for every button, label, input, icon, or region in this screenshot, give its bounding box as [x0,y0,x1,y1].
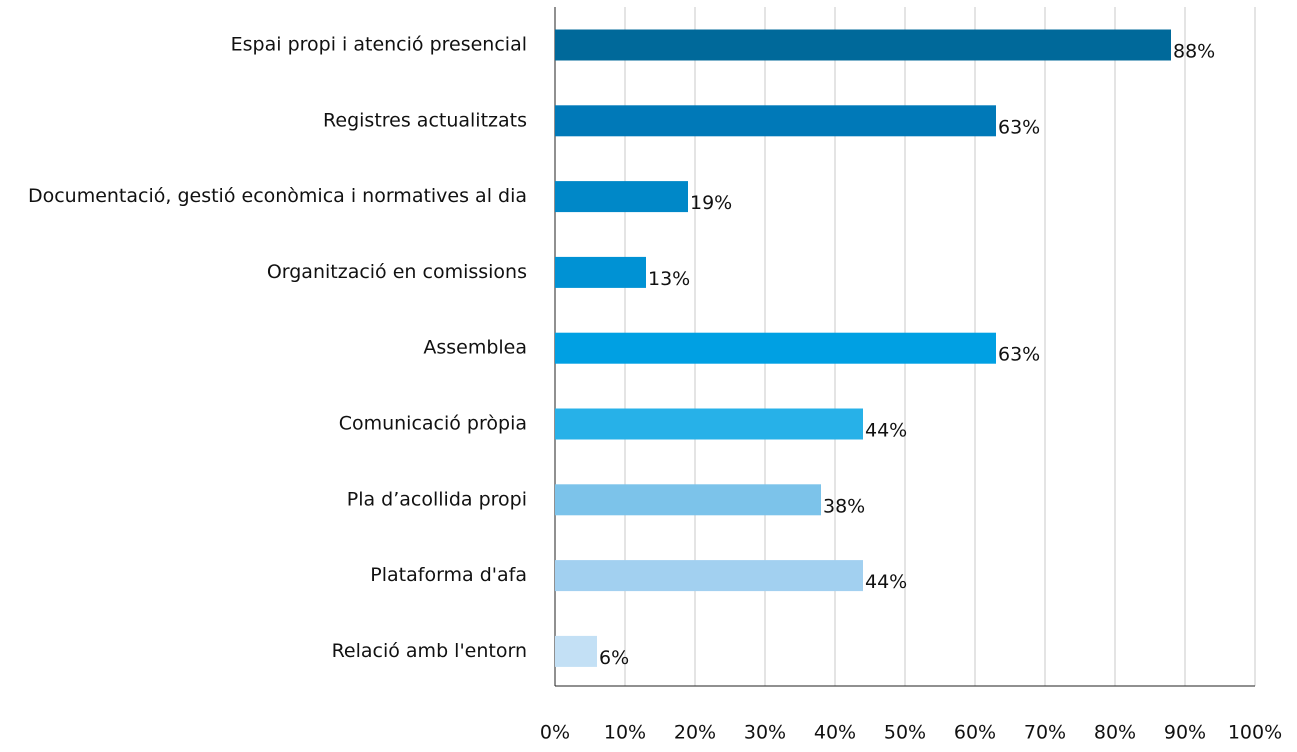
x-tick-label: 0% [540,722,570,744]
y-tick-label: Registres actualitzats [323,109,527,131]
bar [555,332,996,364]
y-tick-label: Espai propi i atenció presencial [231,34,527,56]
value-label: 88% [1173,41,1215,63]
value-label: 6% [599,647,629,669]
y-tick-label: Documentació, gestió econòmica i normati… [28,185,527,207]
x-tick-label: 70% [1024,722,1066,744]
value-label: 63% [998,116,1040,138]
bar [555,181,688,213]
x-tick-label: 10% [604,722,646,744]
x-tick-label: 30% [744,722,786,744]
y-tick-label: Organització en comissions [267,261,527,283]
x-tick-label: 80% [1094,722,1136,744]
bar [555,635,597,667]
x-tick-label: 40% [814,722,856,744]
y-tick-label: Pla d’acollida propi [347,488,527,510]
value-label: 19% [690,192,732,214]
x-tick-label: 60% [954,722,996,744]
bar [555,560,863,592]
value-label: 63% [998,344,1040,366]
x-tick-label: 20% [674,722,716,744]
x-tick-label: 100% [1228,722,1282,744]
bar [555,105,996,137]
bar [555,256,646,288]
value-label: 44% [865,571,907,593]
y-tick-label: Relació amb l'entorn [332,640,527,662]
y-tick-label: Plataforma d'afa [370,564,527,586]
value-label: 13% [648,268,690,290]
x-tick-label: 90% [1164,722,1206,744]
bar [555,484,821,516]
bar [555,29,1171,61]
y-tick-label: Comunicació pròpia [339,413,527,435]
value-label: 38% [823,495,865,517]
value-label: 44% [865,420,907,442]
y-tick-label: Assemblea [423,337,527,359]
x-tick-label: 50% [884,722,926,744]
bar [555,408,863,440]
